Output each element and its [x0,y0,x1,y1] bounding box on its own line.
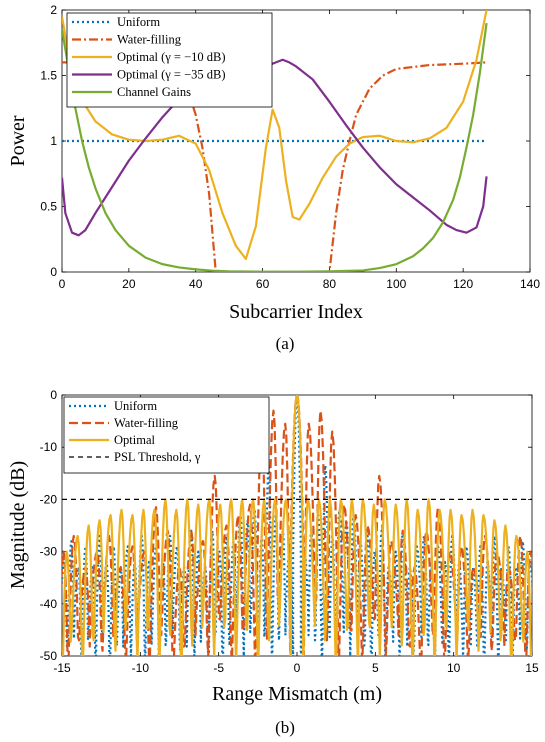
chart-b-ytick-label: -30 [40,545,58,559]
chart-a-series-water-filling [62,61,487,272]
chart-a-xtick-label: 20 [122,277,136,291]
chart-a-ticks: 0 20 40 60 80 100 120 140 0 0.5 1 1.5 2 [40,3,540,291]
chart-a-ytick-label: 1.5 [40,69,57,83]
chart-a: 0 20 40 60 80 100 120 140 0 0.5 1 1.5 2 Power Subcar… [7,3,540,353]
chart-b-legend-label: PSL Threshold, γ [114,450,201,464]
chart-a-xtick-label: 80 [323,277,337,291]
chart-b-ytick-label: -50 [40,649,58,663]
chart-a-series-channel-gains [62,22,488,272]
chart-b-series-optimal [62,395,532,656]
chart-a-legend-entries: Uniform Water-filling Optimal (γ = −10 dB)… [72,15,226,99]
chart-b-caption: (b) [275,718,295,737]
chart-a-legend-label: Channel Gains [117,85,191,99]
chart-b-xtick-label: 10 [447,661,461,675]
chart-b-series [62,395,532,656]
chart-b-ytick-label: -20 [40,492,58,506]
chart-a-xtick-label: 0 [59,277,66,291]
chart-b-xtick-label: -15 [53,661,71,675]
chart-a-series-optimal-10-db [62,10,488,260]
chart-a-xtick-label: 40 [189,277,203,291]
chart-a-legend-label: Water-filling [117,33,182,47]
chart-b-xtick-label: -10 [132,661,150,675]
chart-a-ytick-label: 2 [50,3,57,17]
chart-a-xtick-label: 120 [453,277,473,291]
chart-a-ytick-label: 1 [50,134,57,148]
chart-a-xtick-label: 140 [520,277,540,291]
chart-a-xtick-label: 60 [256,277,270,291]
chart-a-series-optimal-35-db [62,58,488,237]
chart-b-ytick-label: -10 [40,440,58,454]
chart-a-legend: Uniform Water-filling Optimal (γ = −10 dB)… [66,12,273,108]
chart-a-legend-label: Uniform [117,15,160,29]
chart-a-xtick-label: 100 [386,277,406,291]
chart-b-legend-label: Water-filling [114,416,179,430]
chart-b-legend-label: Optimal [114,433,155,447]
chart-a-caption: (a) [276,334,295,353]
chart-b-ticks: -15 -10 -5 0 5 10 150-10-20-30-40-50 [40,388,539,675]
chart-b-ytick-label: -40 [40,597,58,611]
chart-b-ylabel: Magnitude (dB) [7,461,29,589]
chart-a-legend-label: Optimal (γ = −10 dB) [117,50,226,64]
chart-b-legend-entries: Uniform Water-filling Optimal PSL Threshold… [69,399,201,464]
chart-a-xlabel: Subcarrier Index [229,301,363,323]
chart-b-xlabel: Range Mismatch (m) [212,683,382,705]
chart-a-ytick-label: 0.5 [40,200,57,214]
chart-b-xtick-label: -5 [213,661,224,675]
chart-b: -15 -10 -5 0 5 10 150-10-20-30-40-50 Magnitude… [7,388,539,737]
chart-b-legend-box [63,396,270,474]
chart-a-ytick-label: 0 [50,265,57,279]
chart-a-series [62,10,488,272]
chart-a-legend-label: Optimal (γ = −35 dB) [117,68,226,82]
chart-a-ylabel: Power [7,115,29,166]
chart-b-xtick-label: 15 [525,661,539,675]
chart-b-xtick-label: 0 [294,661,301,675]
chart-b-xtick-label: 5 [372,661,379,675]
chart-b-legend: Uniform Water-filling Optimal PSL Threshold… [63,396,270,474]
chart-b-ytick-label: 0 [50,388,57,402]
chart-b-legend-label: Uniform [114,399,157,413]
